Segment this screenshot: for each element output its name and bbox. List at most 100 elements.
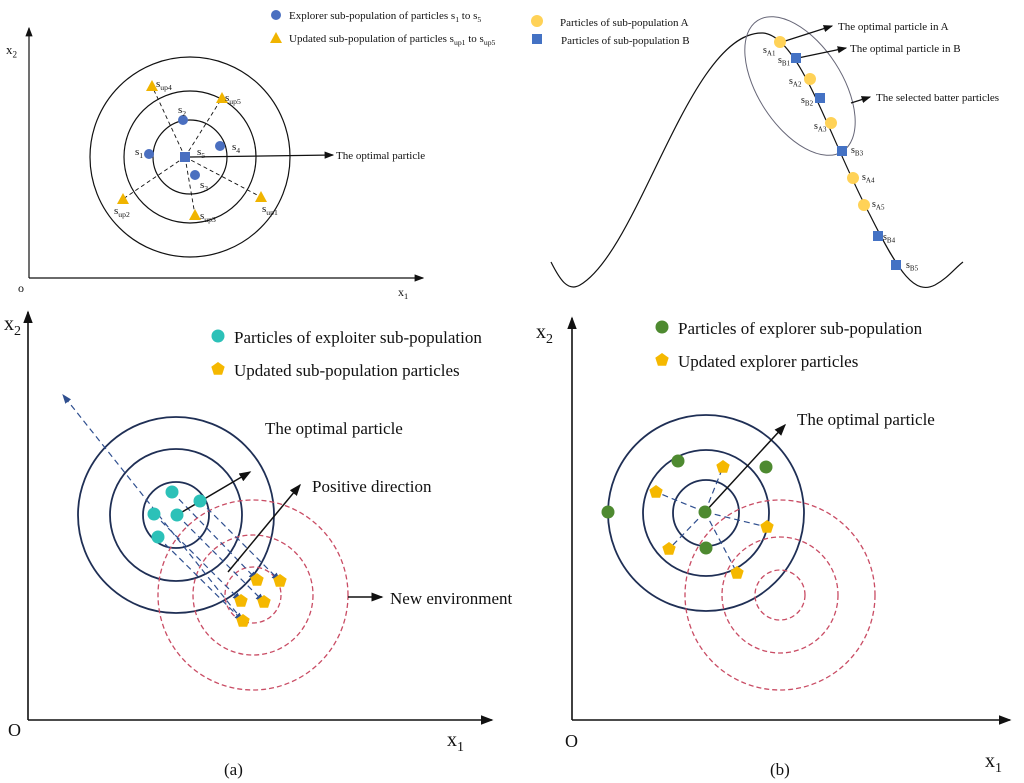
particle-label: s2: [178, 104, 186, 118]
origin-label: O: [565, 731, 578, 751]
particle-label: sA5: [872, 199, 885, 212]
axis-label-x1: x1: [985, 750, 1002, 776]
legend-updated: Updated sub-population of particles sup1…: [289, 33, 496, 47]
annotation-label: New environment: [390, 589, 513, 608]
legend-explorer: Explorer sub-population of particles s1 …: [289, 10, 481, 24]
fitness-curve: [550, 32, 964, 289]
particle-b: [891, 260, 901, 270]
axis-label-x1-sub: 1: [995, 761, 1002, 776]
annotation-arrow: [176, 471, 252, 516]
axis-label-x1-base: x: [398, 285, 404, 299]
axis-label-x1-base: x: [985, 750, 995, 772]
particle-a: [825, 117, 837, 129]
movement-path: [176, 514, 265, 603]
legend-circle-icon: [271, 10, 281, 20]
pentagon-marker: [662, 542, 676, 555]
legend-particles-base: Particles of explorer sub-population: [678, 319, 923, 338]
particle: [671, 454, 685, 468]
particle-label-sub: up1: [266, 208, 278, 217]
explorer-particle: [178, 115, 188, 125]
particle-label-base: s: [906, 260, 910, 271]
update-path: [184, 97, 223, 158]
particle: [165, 485, 179, 499]
pentagon-marker: [236, 614, 250, 627]
optimal-b-label: The optimal particle in B: [850, 43, 961, 55]
particle-a: [858, 199, 870, 211]
annotation-label-base: Positive direction: [312, 477, 432, 496]
particle-label: sA2: [789, 76, 802, 89]
optimal-particle-label-base: The optimal particle: [336, 150, 425, 162]
movement-path: [199, 500, 281, 582]
legend-updated-part: up1: [454, 38, 466, 47]
particle-label-sub: B5: [910, 265, 919, 273]
particle-label-sub: A4: [866, 177, 875, 185]
particle-label-sub: up2: [118, 210, 130, 219]
particle: [759, 460, 773, 474]
legend-explorer-base: Explorer sub-population of particles s: [289, 10, 455, 22]
legend-a: Particles of sub-population A: [560, 17, 689, 29]
pentagon-marker: [760, 520, 774, 533]
particle-label-base: s: [225, 92, 229, 104]
origin-label-base: o: [18, 281, 24, 295]
particle-label-sub: B3: [855, 150, 864, 158]
update-path: [184, 156, 262, 198]
particle-label: sup1: [262, 203, 278, 217]
legend-circle-icon: [531, 15, 543, 27]
legend-b: Particles of sub-population B: [561, 35, 690, 47]
axis-label-x1: x1: [398, 285, 408, 301]
legend-particles-base: Particles of exploiter sub-population: [234, 328, 482, 347]
search-ring: [123, 90, 257, 224]
environment-ring: [192, 534, 314, 656]
particle-label-base: s: [200, 210, 204, 222]
particle-label-base: s: [178, 104, 182, 116]
optimal-arrow: [189, 151, 335, 159]
axis-label-x2-sub: 2: [13, 49, 18, 59]
pentagon-marker: [234, 594, 248, 607]
optimal-particle-label: The optimal particle: [336, 150, 425, 162]
particle-b: [873, 231, 883, 241]
movement-path: [704, 511, 768, 528]
particle-label: sB1: [778, 55, 791, 68]
explorer-particle: [144, 149, 154, 159]
particle: [147, 507, 161, 521]
pentagon-marker: [730, 566, 744, 579]
annotation-arrow: [227, 483, 301, 573]
particle-label-sub: up5: [229, 97, 241, 106]
legend-updated-base: Updated explorer particles: [678, 352, 858, 371]
legend-particles: Particles of explorer sub-population: [678, 319, 923, 338]
pentagon-marker: [716, 460, 730, 473]
particle-label-base: s: [862, 172, 866, 183]
axis-label-x1-base: x: [447, 729, 457, 751]
particle-label-base: s: [789, 76, 793, 87]
particle-label: s5: [197, 146, 205, 160]
annotation-label-base: New environment: [390, 589, 513, 608]
arrow-selected: [850, 96, 872, 104]
particle-label: sB5: [906, 260, 919, 273]
legend-particle-icon: [211, 329, 225, 343]
triangle-marker: [270, 32, 282, 43]
axis-label-x2: x2: [6, 42, 18, 59]
axis-label-x2-base: x: [536, 321, 546, 343]
legend-square-icon: [532, 34, 542, 44]
origin-label: O: [8, 720, 21, 740]
arrow-optimal-b: [797, 46, 848, 59]
triangle-marker: [255, 191, 267, 202]
particle-label-base: s: [232, 141, 236, 153]
particle-label: sA1: [763, 45, 776, 58]
particle-label-base: s: [851, 145, 855, 156]
optimal-particle: [180, 152, 190, 162]
particle-label-sub: B2: [805, 100, 814, 108]
pentagon-marker: [257, 595, 271, 608]
particle-label-sub: B4: [887, 237, 896, 245]
pentagon-marker: [211, 362, 225, 375]
particle: [193, 494, 207, 508]
particle-label-sub: up4: [160, 83, 172, 92]
legend-explorer-part: 5: [477, 15, 481, 24]
environment-ring: [157, 499, 349, 691]
particle-label-base: s: [114, 205, 118, 217]
search-ring: [109, 448, 243, 582]
